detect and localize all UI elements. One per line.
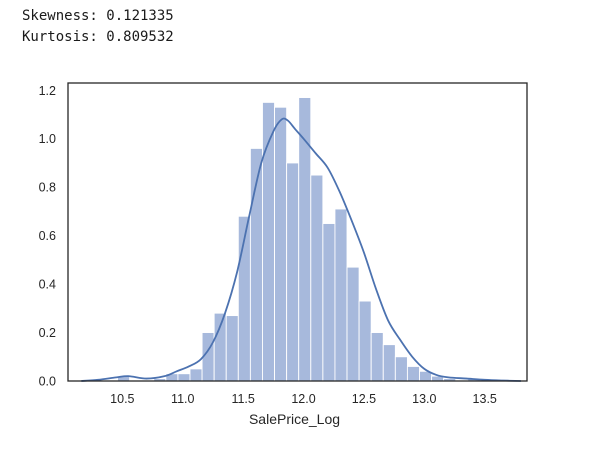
plot-frame	[67, 82, 528, 382]
y-tick-label: 0.8	[39, 181, 56, 195]
histogram-bar	[213, 312, 227, 382]
x-tick-label: 12.5	[352, 392, 376, 406]
histogram-bar	[322, 223, 336, 382]
histogram-bar	[177, 373, 191, 382]
histogram-bar	[358, 300, 372, 382]
y-axis-ticks: 0.0 0.2 0.4 0.6 0.8 1.0 1.2	[39, 84, 56, 389]
y-tick-label: 1.0	[39, 132, 56, 146]
y-tick-label: 0.0	[39, 375, 56, 389]
histogram-bar	[310, 174, 324, 382]
x-tick-label: 12.0	[291, 392, 315, 406]
y-tick-label: 0.6	[39, 229, 56, 243]
x-tick-label: 11.0	[171, 392, 194, 406]
x-axis-ticks: 10.5 11.0 11.5 12.0 12.5 13.0 13.5	[110, 392, 497, 406]
y-tick-label: 1.2	[39, 84, 56, 98]
x-axis-label: SalePrice_Log	[249, 411, 340, 427]
kde-curve-layer	[81, 117, 521, 382]
stats-output: Skewness: 0.121335 Kurtosis: 0.809532	[22, 6, 174, 48]
histogram-bars	[117, 97, 481, 382]
histogram-bar	[274, 106, 288, 382]
histogram-bar	[394, 356, 408, 382]
x-tick-label: 10.5	[110, 392, 134, 406]
y-tick-label: 0.4	[39, 278, 56, 292]
x-tick-label: 11.5	[231, 392, 254, 406]
histogram-bar	[382, 344, 396, 382]
kurtosis-text: Kurtosis: 0.809532	[22, 29, 174, 45]
histogram-bar	[370, 332, 384, 382]
histogram-bar	[189, 368, 203, 382]
histogram-bar	[225, 315, 239, 382]
x-tick-label: 13.0	[412, 392, 436, 406]
histogram-bar	[334, 208, 348, 382]
histogram-bar	[406, 366, 420, 382]
plot-frame-border	[67, 82, 528, 382]
x-tick-label: 13.5	[473, 392, 497, 406]
skewness-text: Skewness: 0.121335	[22, 8, 174, 24]
histogram-bar	[286, 162, 300, 382]
kde-line	[81, 117, 521, 382]
histogram-bar	[346, 266, 360, 382]
y-tick-label: 0.2	[39, 326, 56, 340]
